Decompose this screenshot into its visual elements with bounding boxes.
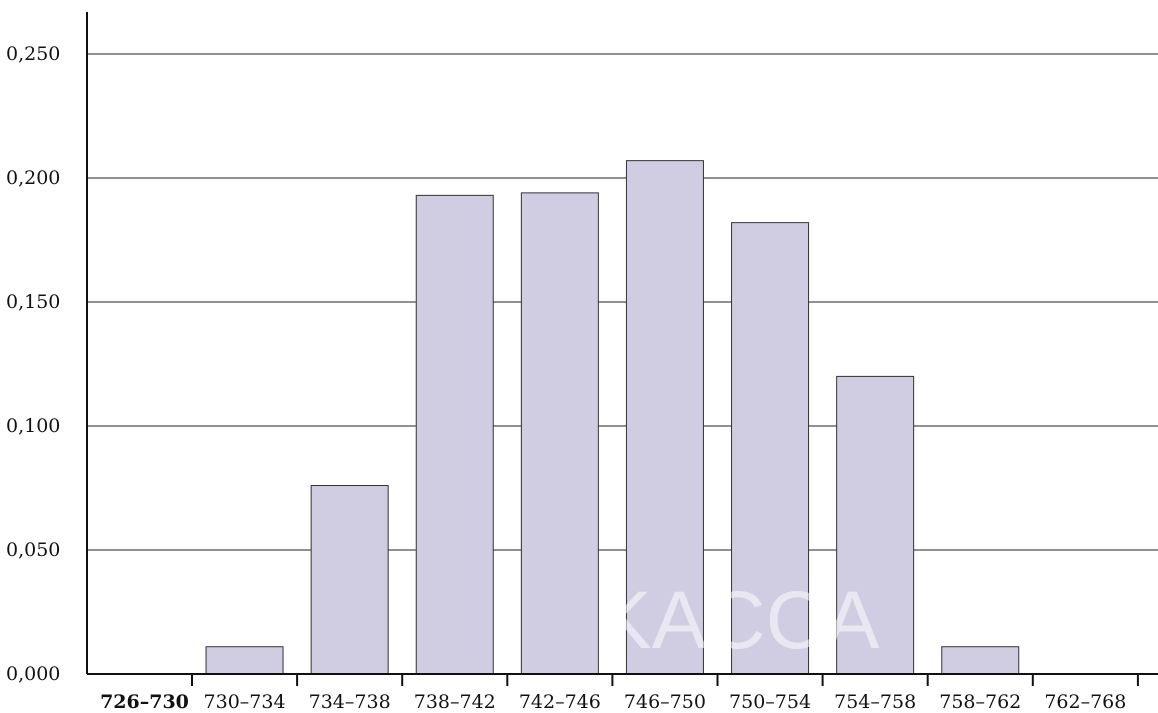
y-tick-label: 0,000 — [6, 663, 60, 685]
y-tick-label: 0,250 — [6, 43, 60, 65]
y-tick-label: 0,050 — [6, 539, 60, 561]
bar — [731, 222, 810, 675]
x-tick-label: 730–734 — [204, 691, 286, 713]
bar — [941, 646, 1020, 675]
x-tick-label: 750–754 — [729, 691, 811, 713]
bar — [205, 646, 284, 675]
bars — [205, 160, 1020, 675]
y-tick-labels: 0,000 0,050 0,100 0,150 0,200 0,250 — [6, 43, 60, 685]
bar — [310, 485, 389, 675]
x-tick-label: 738–742 — [414, 691, 496, 713]
axes — [86, 12, 1158, 675]
x-tick-label: 746–750 — [624, 691, 706, 713]
x-tick-label: 726–730 — [100, 691, 189, 713]
bar — [520, 192, 599, 675]
x-tick-labels: 726–730 730–734 734–738 738–742 742–746 746–7… — [100, 674, 1139, 713]
y-tick-label: 0,100 — [6, 415, 60, 437]
bar — [625, 160, 704, 675]
grid-lines — [87, 53, 1158, 551]
x-tick-label: 734–738 — [309, 691, 391, 713]
watermark-text: KACCA — [597, 575, 880, 666]
bar — [836, 375, 915, 675]
y-tick-label: 0,150 — [6, 291, 60, 313]
x-tick-label: 754–758 — [834, 691, 916, 713]
x-tick-label: 762–768 — [1044, 691, 1126, 713]
x-tick-label: 742–746 — [519, 691, 601, 713]
bar — [415, 194, 494, 675]
x-tick-label: 758–762 — [939, 691, 1021, 713]
y-tick-label: 0,200 — [6, 167, 60, 189]
